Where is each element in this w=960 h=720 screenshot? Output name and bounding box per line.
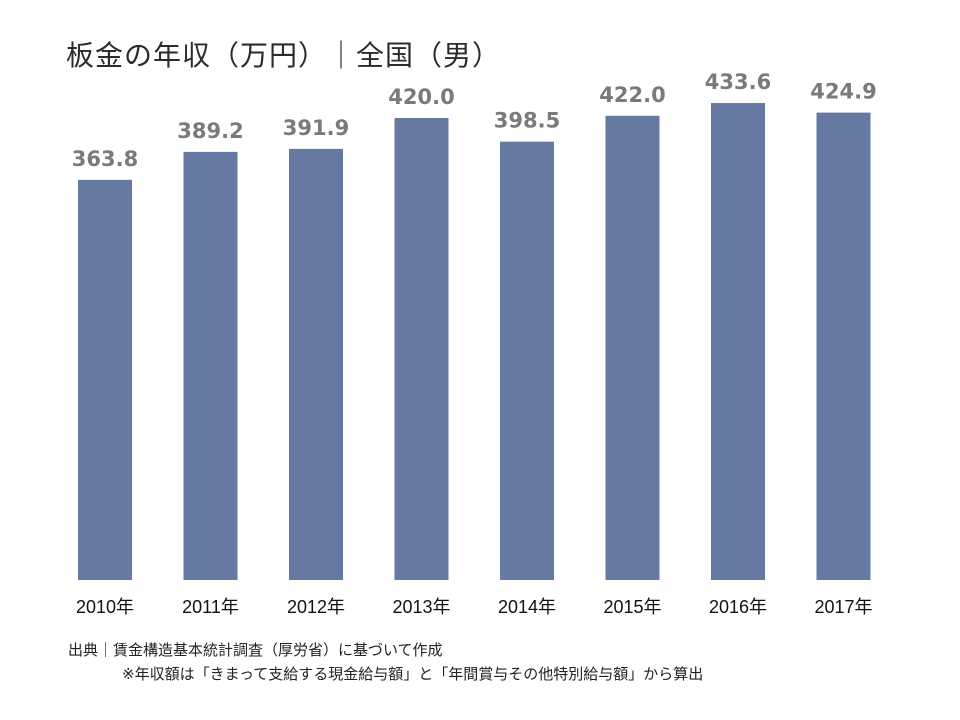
chart-title: 板金の年収（万円）｜全国（男） — [66, 39, 502, 72]
bar-2017年 — [816, 112, 871, 581]
bar-2014年 — [500, 141, 554, 580]
data-label-2013年: 420.0 — [388, 85, 454, 109]
source-note: 出典｜賃金構造基本統計調査（厚労省）に基づいて作成 ※年収額は「きまって支給する… — [68, 638, 703, 686]
x-tick-label-2015年: 2015年 — [603, 597, 661, 617]
data-label-2014年: 398.5 — [494, 109, 560, 133]
data-label-2015年: 422.0 — [599, 83, 665, 107]
x-tick-label-2014年: 2014年 — [498, 597, 556, 617]
bar-2011年 — [183, 151, 238, 580]
data-label-2011年: 389.2 — [177, 119, 243, 143]
data-label-2012年: 391.9 — [283, 116, 349, 140]
bar-2013年 — [394, 118, 449, 580]
x-tick-label-2013年: 2013年 — [392, 597, 450, 617]
bar-2010年 — [78, 179, 132, 580]
bar-chart: 363.8 2010年 389.2 2011年 391.9 2012年 420.0 2013年… — [72, 70, 877, 617]
x-tick-label-2011年: 2011年 — [182, 597, 239, 617]
x-tick-label-2017年: 2017年 — [814, 597, 872, 617]
bar-2015年 — [605, 115, 660, 581]
x-tick-label-2016年: 2016年 — [709, 597, 767, 617]
data-label-2017年: 424.9 — [810, 80, 876, 104]
calculation-note: ※年収額は「きまって支給する現金給与額」と「年間賞与その他特別給与額」から算出 — [122, 665, 704, 683]
bar-2012年 — [289, 148, 343, 580]
source-line: 出典｜賃金構造基本統計調査（厚労省）に基づいて作成 — [68, 641, 443, 659]
x-tick-label-2012年: 2012年 — [287, 597, 345, 617]
data-label-2010年: 363.8 — [72, 147, 138, 171]
x-tick-label-2010年: 2010年 — [76, 597, 134, 617]
data-label-2016年: 433.6 — [705, 70, 771, 94]
bar-2016年 — [711, 103, 765, 580]
